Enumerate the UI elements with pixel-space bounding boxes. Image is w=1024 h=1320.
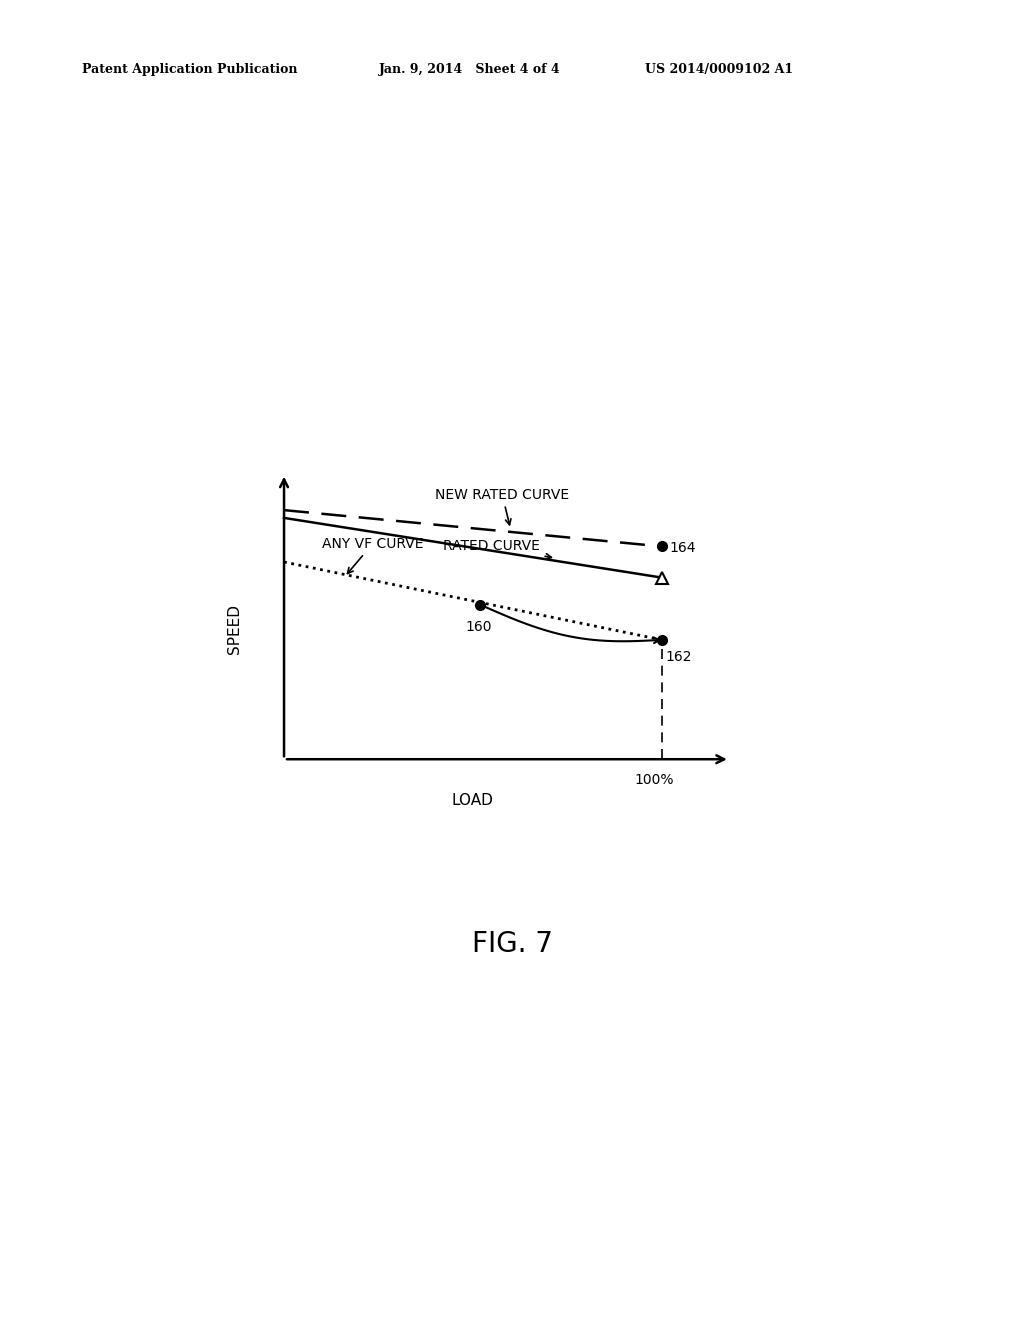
Text: 160: 160 [465, 620, 492, 634]
Text: Patent Application Publication: Patent Application Publication [82, 63, 297, 77]
Text: 164: 164 [670, 541, 695, 554]
Text: LOAD: LOAD [452, 793, 494, 808]
Text: ANY VF CURVE: ANY VF CURVE [322, 537, 423, 573]
Text: US 2014/0009102 A1: US 2014/0009102 A1 [645, 63, 794, 77]
Text: 162: 162 [666, 649, 692, 664]
Text: 100%: 100% [635, 774, 674, 787]
Text: Jan. 9, 2014   Sheet 4 of 4: Jan. 9, 2014 Sheet 4 of 4 [379, 63, 560, 77]
Text: FIG. 7: FIG. 7 [471, 929, 553, 958]
Text: SPEED: SPEED [227, 605, 243, 655]
Text: NEW RATED CURVE: NEW RATED CURVE [435, 487, 569, 525]
Text: RATED CURVE: RATED CURVE [442, 540, 551, 560]
